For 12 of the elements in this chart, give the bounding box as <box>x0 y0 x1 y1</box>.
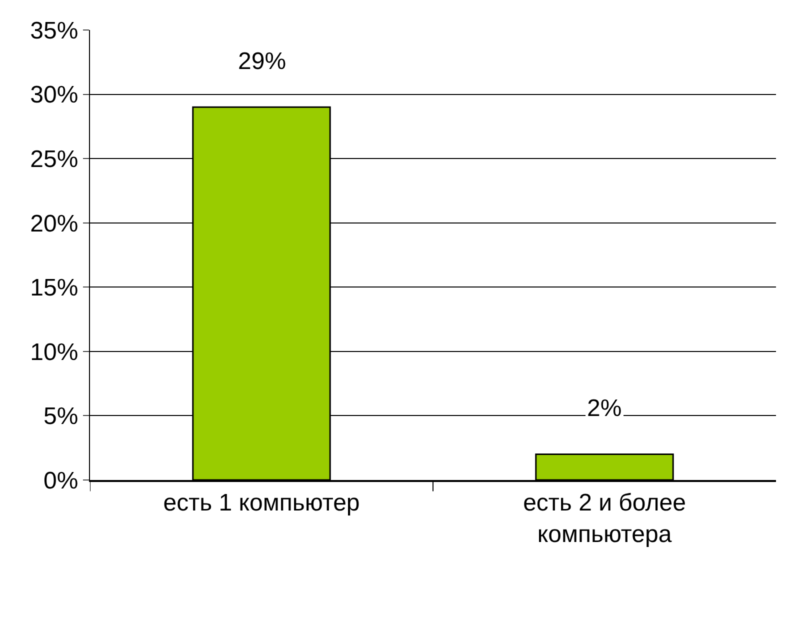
data-label: 29% <box>238 48 286 75</box>
y-tick-label: 35% <box>30 17 78 44</box>
y-tick-label: 5% <box>44 403 78 430</box>
y-tick-label: 25% <box>30 146 78 173</box>
y-tick-label: 10% <box>30 338 78 366</box>
y-tick-label: 0% <box>44 467 78 494</box>
x-tick-label: есть 2 и более компьютера <box>523 490 686 548</box>
y-tick-label: 30% <box>30 82 78 109</box>
data-label: 2% <box>587 395 622 422</box>
y-tick-label: 15% <box>30 274 78 302</box>
x-tick-label: есть 1 компьютер <box>163 490 360 517</box>
y-tick-label: 20% <box>30 210 78 238</box>
